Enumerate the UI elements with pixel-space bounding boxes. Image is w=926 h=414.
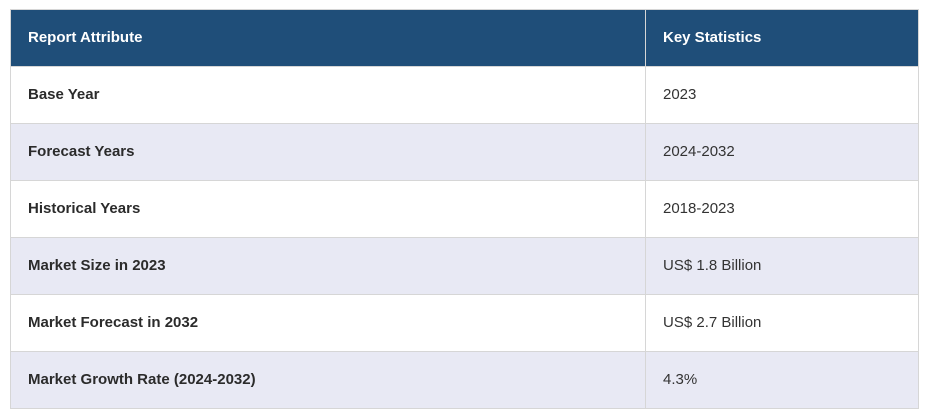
row-value: US$ 2.7 Billion	[645, 294, 919, 352]
row-value: 2023	[645, 66, 919, 124]
row-value: 4.3%	[645, 351, 919, 409]
table-row: Historical Years 2018-2023	[10, 180, 919, 238]
table-header: Report Attribute Key Statistics	[10, 9, 919, 67]
row-attribute: Base Year	[10, 66, 646, 124]
table-row: Base Year 2023	[10, 66, 919, 124]
row-attribute: Market Size in 2023	[10, 237, 646, 295]
header-row: Report Attribute Key Statistics	[10, 9, 919, 67]
header-report-attribute: Report Attribute	[10, 9, 646, 67]
table-row: Market Growth Rate (2024-2032) 4.3%	[10, 351, 919, 409]
row-value: 2024-2032	[645, 123, 919, 181]
row-value: US$ 1.8 Billion	[645, 237, 919, 295]
table-row: Market Forecast in 2032 US$ 2.7 Billion	[10, 294, 919, 352]
table-body: Base Year 2023 Forecast Years 2024-2032 …	[10, 66, 919, 409]
row-attribute: Forecast Years	[10, 123, 646, 181]
header-key-statistics: Key Statistics	[645, 9, 919, 67]
report-table-container: Report Attribute Key Statistics Base Yea…	[10, 9, 919, 409]
report-attributes-table: Report Attribute Key Statistics Base Yea…	[10, 9, 919, 409]
row-attribute: Market Forecast in 2032	[10, 294, 646, 352]
table-row: Forecast Years 2024-2032	[10, 123, 919, 181]
table-row: Market Size in 2023 US$ 1.8 Billion	[10, 237, 919, 295]
row-attribute: Historical Years	[10, 180, 646, 238]
row-value: 2018-2023	[645, 180, 919, 238]
row-attribute: Market Growth Rate (2024-2032)	[10, 351, 646, 409]
